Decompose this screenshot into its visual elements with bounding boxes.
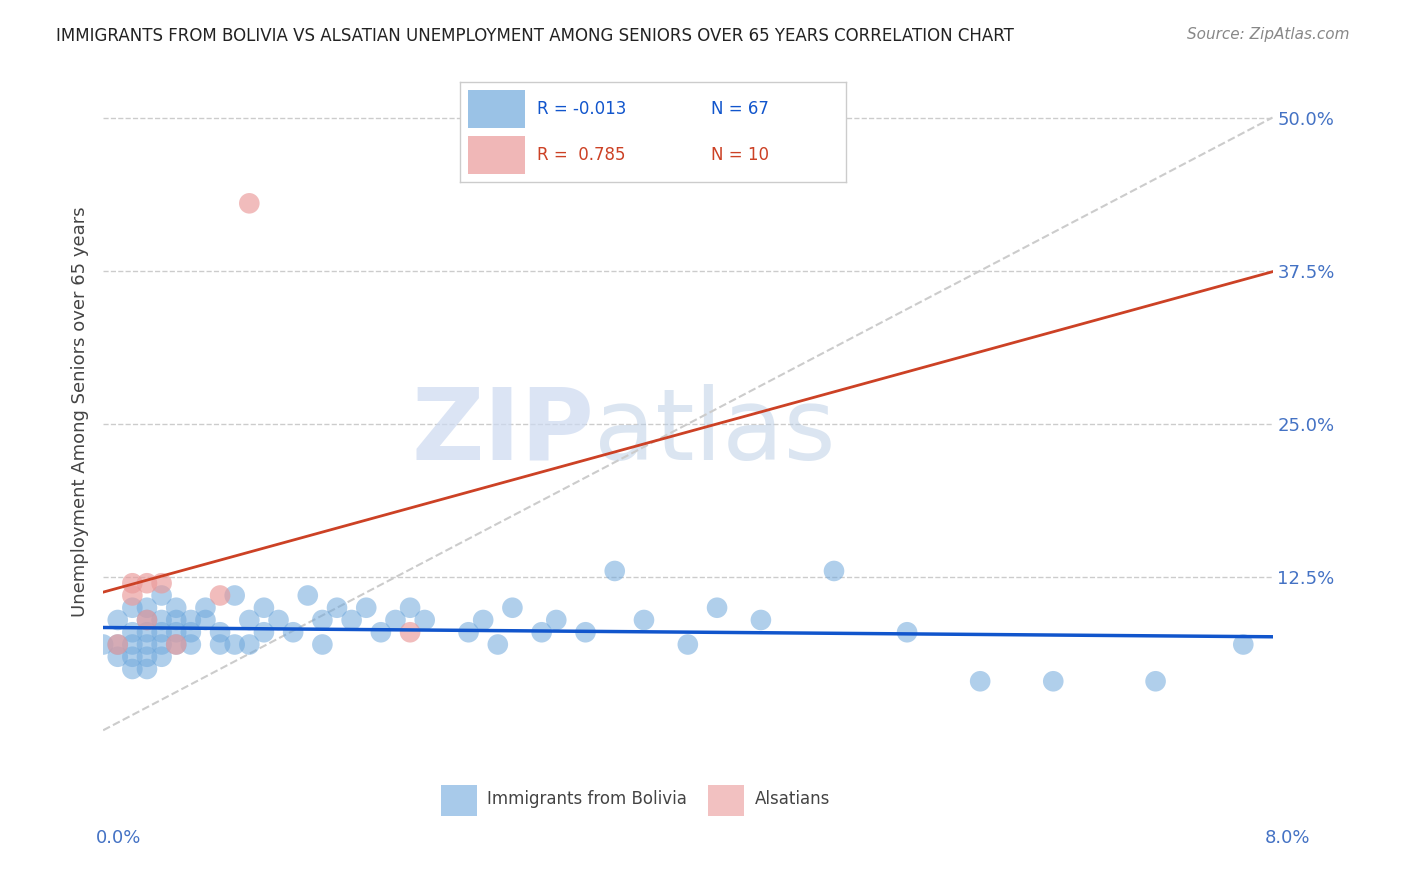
Point	[121, 625, 143, 640]
Point	[413, 613, 436, 627]
Point	[603, 564, 626, 578]
Point	[121, 649, 143, 664]
Point	[165, 638, 187, 652]
Point	[136, 576, 159, 591]
Point	[311, 638, 333, 652]
Point	[896, 625, 918, 640]
Point	[165, 638, 187, 652]
Point	[165, 625, 187, 640]
Point	[633, 613, 655, 627]
Point	[384, 613, 406, 627]
Point	[501, 600, 523, 615]
Point	[969, 674, 991, 689]
Point	[165, 600, 187, 615]
Point	[676, 638, 699, 652]
Point	[180, 613, 202, 627]
Point	[370, 625, 392, 640]
Point	[530, 625, 553, 640]
Point	[136, 613, 159, 627]
Point	[107, 649, 129, 664]
Point	[399, 600, 422, 615]
Point	[121, 589, 143, 603]
Point	[121, 600, 143, 615]
Point	[209, 625, 232, 640]
Point	[136, 638, 159, 652]
Point	[165, 613, 187, 627]
Point	[107, 638, 129, 652]
Point	[574, 625, 596, 640]
Point	[121, 638, 143, 652]
Point	[267, 613, 290, 627]
Point	[823, 564, 845, 578]
Text: IMMIGRANTS FROM BOLIVIA VS ALSATIAN UNEMPLOYMENT AMONG SENIORS OVER 65 YEARS COR: IMMIGRANTS FROM BOLIVIA VS ALSATIAN UNEM…	[56, 27, 1014, 45]
Point	[297, 589, 319, 603]
Point	[706, 600, 728, 615]
Point	[209, 638, 232, 652]
Text: 0.0%: 0.0%	[96, 829, 141, 847]
Point	[194, 613, 217, 627]
Text: 8.0%: 8.0%	[1265, 829, 1310, 847]
Point	[136, 649, 159, 664]
Text: ZIP: ZIP	[412, 384, 595, 481]
Point	[224, 638, 246, 652]
Point	[238, 638, 260, 652]
Point	[194, 600, 217, 615]
Point	[136, 613, 159, 627]
Point	[1232, 638, 1254, 652]
Point	[546, 613, 568, 627]
Point	[472, 613, 495, 627]
Point	[136, 625, 159, 640]
Point	[238, 613, 260, 627]
Point	[136, 662, 159, 676]
Point	[749, 613, 772, 627]
Point	[91, 638, 114, 652]
Point	[457, 625, 479, 640]
Point	[136, 600, 159, 615]
Text: atlas: atlas	[595, 384, 837, 481]
Point	[253, 600, 276, 615]
Point	[180, 625, 202, 640]
Point	[326, 600, 349, 615]
Point	[107, 638, 129, 652]
Point	[1042, 674, 1064, 689]
Point	[150, 649, 173, 664]
Point	[1144, 674, 1167, 689]
Text: Source: ZipAtlas.com: Source: ZipAtlas.com	[1187, 27, 1350, 42]
Point	[180, 638, 202, 652]
Point	[354, 600, 377, 615]
Point	[283, 625, 305, 640]
Point	[340, 613, 363, 627]
Point	[253, 625, 276, 640]
Point	[209, 589, 232, 603]
Point	[107, 613, 129, 627]
Y-axis label: Unemployment Among Seniors over 65 years: Unemployment Among Seniors over 65 years	[72, 206, 89, 617]
Point	[486, 638, 509, 652]
Point	[224, 589, 246, 603]
Point	[150, 613, 173, 627]
Point	[150, 589, 173, 603]
Point	[150, 625, 173, 640]
Point	[121, 662, 143, 676]
Point	[399, 625, 422, 640]
Point	[238, 196, 260, 211]
Point	[150, 576, 173, 591]
Point	[311, 613, 333, 627]
Point	[121, 576, 143, 591]
Point	[150, 638, 173, 652]
